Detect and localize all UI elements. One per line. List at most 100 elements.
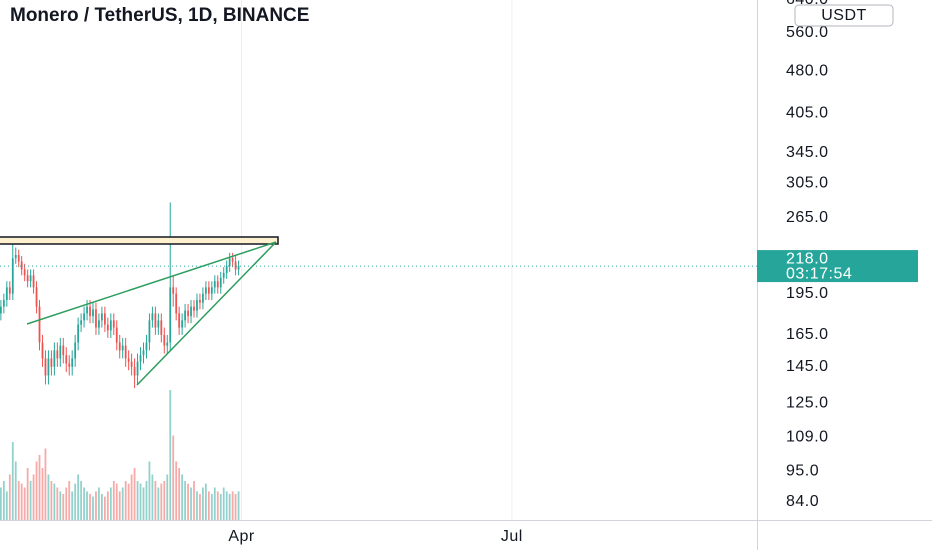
- volume-bar: [234, 494, 237, 520]
- candle-body: [213, 281, 216, 288]
- candle-body: [139, 355, 142, 362]
- y-tick-label: 265.0: [786, 209, 829, 226]
- candle-body: [190, 306, 192, 317]
- last-price-label-box: [757, 250, 918, 283]
- y-tick-label: 84.0: [786, 493, 819, 510]
- candle-body: [23, 269, 26, 276]
- candle-body: [219, 277, 222, 288]
- candle-body: [124, 345, 127, 359]
- volume-bar: [160, 483, 163, 520]
- volume-bar: [50, 481, 53, 520]
- candle-body: [89, 306, 91, 317]
- y-tick-label: 109.0: [786, 429, 829, 446]
- volume-bar: [89, 494, 91, 520]
- candle-body: [77, 324, 80, 343]
- candle-body: [202, 293, 204, 303]
- candle-body: [133, 366, 136, 376]
- candle-body: [80, 320, 82, 325]
- resistance-zone[interactable]: [0, 236, 279, 245]
- volume-bar: [139, 483, 142, 520]
- volume-bar: [133, 468, 136, 520]
- volume-bar: [219, 494, 222, 520]
- currency-box[interactable]: [794, 4, 894, 27]
- candles: [0, 202, 240, 389]
- y-tick-label: 560.0: [786, 24, 829, 41]
- volume-bar: [71, 491, 74, 520]
- volume-bar: [74, 483, 77, 520]
- volume-bar: [77, 474, 80, 520]
- volume-bar: [17, 481, 20, 520]
- volume-bar: [213, 487, 216, 520]
- volume-bar: [80, 481, 82, 520]
- chart-title: Monero / TetherUS, 1D, BINANCE: [10, 5, 309, 26]
- volume-bar: [11, 442, 14, 520]
- volume-bar: [32, 474, 35, 520]
- candle-body: [101, 313, 103, 321]
- candle-body: [74, 342, 77, 359]
- y-tick-label: 145.0: [786, 358, 829, 375]
- volume-bar: [225, 491, 228, 520]
- candle-body: [181, 320, 184, 328]
- candle-body: [106, 324, 109, 331]
- candle-body: [169, 287, 172, 343]
- volume-bar: [148, 461, 151, 520]
- volume-bar: [59, 491, 62, 520]
- volume-bar: [118, 491, 121, 520]
- volume-bar: [202, 487, 204, 520]
- volume-bar: [207, 491, 210, 520]
- candle-body: [71, 358, 74, 367]
- volume-bar: [196, 491, 198, 520]
- candle-body: [184, 310, 186, 321]
- volume-bar: [121, 487, 124, 520]
- trend-line-upper[interactable]: [26, 241, 277, 325]
- candle-body: [17, 254, 20, 262]
- volume-bar: [204, 483, 207, 520]
- candle-body: [2, 300, 5, 307]
- candle-body: [121, 345, 124, 351]
- volume-bar: [20, 483, 23, 520]
- volume-bar: [35, 461, 38, 520]
- volume-bar: [47, 474, 50, 520]
- volume-bar: [210, 494, 213, 520]
- volume-bar: [127, 483, 130, 520]
- volume-bar: [193, 481, 195, 520]
- candle-body: [151, 313, 154, 321]
- candle-body: [92, 309, 94, 317]
- candle-body: [32, 275, 35, 288]
- y-tick-label: 405.0: [786, 104, 829, 121]
- candle-body: [178, 313, 181, 328]
- y-tick-label: 95.0: [786, 463, 819, 480]
- volume-bar: [145, 481, 148, 520]
- candle-body: [98, 320, 100, 328]
- candle-body: [237, 266, 240, 270]
- candle-body: [68, 363, 71, 367]
- y-tick-label: 345.0: [786, 144, 829, 161]
- candle-body: [44, 358, 47, 376]
- candle-body: [234, 261, 237, 270]
- volume-bar: [98, 487, 100, 520]
- candle-body: [160, 320, 163, 335]
- volume-bar: [166, 474, 169, 520]
- volume-bar: [237, 491, 240, 520]
- volume-bar: [62, 494, 65, 520]
- volume-bar: [142, 487, 145, 520]
- candle-body: [136, 361, 139, 376]
- volume-bar: [115, 483, 118, 520]
- grid: [241, 0, 513, 520]
- volume-bar: [14, 461, 17, 520]
- volume-bar: [216, 491, 219, 520]
- candle-body: [175, 293, 178, 314]
- y-tick-label: 195.0: [786, 285, 829, 302]
- candle-body: [118, 342, 121, 351]
- volume-bar: [178, 468, 181, 520]
- candle-body: [47, 358, 50, 376]
- volume-bar: [199, 494, 201, 520]
- candle-body: [145, 342, 148, 351]
- candle-body: [127, 358, 130, 362]
- candle-body: [95, 309, 97, 328]
- volume-bar: [41, 468, 44, 520]
- volume-bar: [56, 487, 59, 520]
- volume-bar: [154, 481, 157, 520]
- candle-body: [142, 350, 145, 356]
- candle-body: [14, 254, 17, 259]
